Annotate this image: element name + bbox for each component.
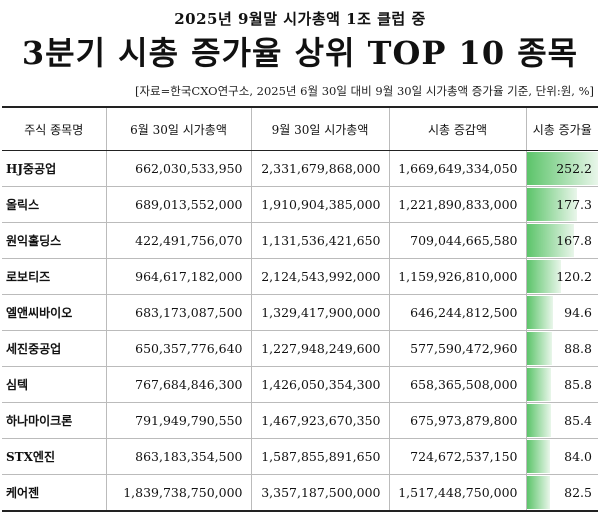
cell-sept-cap: 2,331,679,868,000 <box>250 150 389 187</box>
cell-sept-cap: 1,329,417,900,000 <box>250 294 389 331</box>
cell-june-cap: 650,357,776,640 <box>105 330 251 367</box>
table-row: 엘앤씨바이오 683,173,087,500 1,329,417,900,000 64… <box>2 294 598 331</box>
rate-bar <box>526 476 550 509</box>
cell-sept-cap: 1,227,948,249,600 <box>250 330 389 367</box>
rate-bar <box>526 404 551 437</box>
table-row: 로보티즈 964,617,182,000 2,124,543,992,000 1,15… <box>2 258 598 295</box>
rate-value: 120.2 <box>556 269 592 284</box>
cell-name: HJ중공업 <box>2 150 106 187</box>
cell-sept-cap: 1,587,855,891,650 <box>250 438 389 475</box>
rate-bar <box>526 332 552 365</box>
cell-name: 하나마이크론 <box>2 402 106 439</box>
cell-sept-cap: 1,131,536,421,650 <box>250 222 389 259</box>
cell-june-cap: 662,030,533,950 <box>105 150 251 187</box>
cell-diff: 1,517,448,750,000 <box>388 474 526 512</box>
cell-june-cap: 689,013,552,000 <box>105 186 251 223</box>
cell-rate: 88.8 <box>525 330 598 367</box>
cell-rate: 84.0 <box>525 438 598 475</box>
rate-value: 85.8 <box>564 377 592 392</box>
cell-sept-cap: 2,124,543,992,000 <box>250 258 389 295</box>
rate-value: 84.0 <box>564 449 592 464</box>
rate-bar <box>526 296 554 329</box>
cell-june-cap: 1,839,738,750,000 <box>105 474 251 512</box>
cell-diff: 724,672,537,150 <box>388 438 526 475</box>
header-sept-cap: 9월 30일 시가총액 <box>250 106 389 151</box>
rate-value: 85.4 <box>564 413 592 428</box>
cell-diff: 646,244,812,500 <box>388 294 526 331</box>
header-name: 주식 종목명 <box>2 106 106 151</box>
cell-name: 원익홀딩스 <box>2 222 106 259</box>
table-row: 케어젠 1,839,738,750,000 3,357,187,500,000 1,5… <box>2 474 598 512</box>
rate-bar <box>526 152 598 185</box>
cell-name: 로보티즈 <box>2 258 106 295</box>
rate-value: 177.3 <box>556 197 592 212</box>
cell-name: 케어젠 <box>2 474 106 512</box>
cell-june-cap: 791,949,790,550 <box>105 402 251 439</box>
rate-bar <box>526 260 561 293</box>
cell-diff: 675,973,879,800 <box>388 402 526 439</box>
cell-name: 엘앤씨바이오 <box>2 294 106 331</box>
table-row: 원익홀딩스 422,491,756,070 1,131,536,421,650 709… <box>2 222 598 259</box>
subtitle: 2025년 9월말 시가총액 1조 클럽 중 <box>174 10 426 28</box>
cell-name: 심텍 <box>2 366 106 403</box>
table-row: STX엔진 863,183,354,500 1,587,855,891,650 724… <box>2 438 598 475</box>
table-row: 심텍 767,684,846,300 1,426,050,354,300 658,36… <box>2 366 598 403</box>
header-rate: 시총 증가율 <box>525 106 598 151</box>
header-june-cap: 6월 30일 시가총액 <box>105 106 251 151</box>
table-row: HJ중공업 662,030,533,950 2,331,679,868,000 1,6… <box>2 150 598 187</box>
cell-rate: 94.6 <box>525 294 598 331</box>
rate-value: 82.5 <box>564 485 592 500</box>
table-row: 올릭스 689,013,552,000 1,910,904,385,000 1,221… <box>2 186 598 223</box>
page-title: 3분기 시총 증가율 상위 TOP 10 종목 <box>21 34 579 72</box>
rate-value: 167.8 <box>556 233 592 248</box>
cell-june-cap: 683,173,087,500 <box>105 294 251 331</box>
cell-diff: 1,669,649,334,050 <box>388 150 526 187</box>
cell-rate: 120.2 <box>525 258 598 295</box>
cell-diff: 1,221,890,833,000 <box>388 186 526 223</box>
cell-rate: 167.8 <box>525 222 598 259</box>
source-note: [자료=한국CXO연구소, 2025년 6월 30일 대비 9월 30일 시가총… <box>134 84 594 98</box>
cell-diff: 709,044,665,580 <box>388 222 526 259</box>
rate-value: 94.6 <box>564 305 592 320</box>
cell-sept-cap: 1,426,050,354,300 <box>250 366 389 403</box>
header-diff: 시총 증감액 <box>388 106 526 151</box>
cell-sept-cap: 1,910,904,385,000 <box>250 186 389 223</box>
cell-name: 세진중공업 <box>2 330 106 367</box>
cell-name: STX엔진 <box>2 438 106 475</box>
rate-value: 252.2 <box>556 161 592 176</box>
cell-rate: 85.4 <box>525 402 598 439</box>
cell-diff: 577,590,472,960 <box>388 330 526 367</box>
cell-rate: 85.8 <box>525 366 598 403</box>
table-row: 하나마이크론 791,949,790,550 1,467,923,670,350 67… <box>2 402 598 439</box>
rate-bar <box>526 188 577 221</box>
rate-value: 88.8 <box>564 341 592 356</box>
rate-bar <box>526 368 551 401</box>
cell-june-cap: 964,617,182,000 <box>105 258 251 295</box>
cell-rate: 82.5 <box>525 474 598 512</box>
cell-sept-cap: 1,467,923,670,350 <box>250 402 389 439</box>
data-table: 주식 종목명 6월 30일 시가총액 9월 30일 시가총액 시총 증감액 시총… <box>2 106 598 512</box>
rate-bar <box>526 440 551 473</box>
cell-rate: 252.2 <box>525 150 598 187</box>
rate-bar <box>526 224 575 257</box>
cell-diff: 658,365,508,000 <box>388 366 526 403</box>
cell-june-cap: 767,684,846,300 <box>105 366 251 403</box>
cell-june-cap: 863,183,354,500 <box>105 438 251 475</box>
cell-name: 올릭스 <box>2 186 106 223</box>
cell-rate: 177.3 <box>525 186 598 223</box>
cell-june-cap: 422,491,756,070 <box>105 222 251 259</box>
header-row: 주식 종목명 6월 30일 시가총액 9월 30일 시가총액 시총 증감액 시총… <box>2 106 598 151</box>
cell-sept-cap: 3,357,187,500,000 <box>250 474 389 512</box>
cell-diff: 1,159,926,810,000 <box>388 258 526 295</box>
table-row: 세진중공업 650,357,776,640 1,227,948,249,600 577… <box>2 330 598 367</box>
